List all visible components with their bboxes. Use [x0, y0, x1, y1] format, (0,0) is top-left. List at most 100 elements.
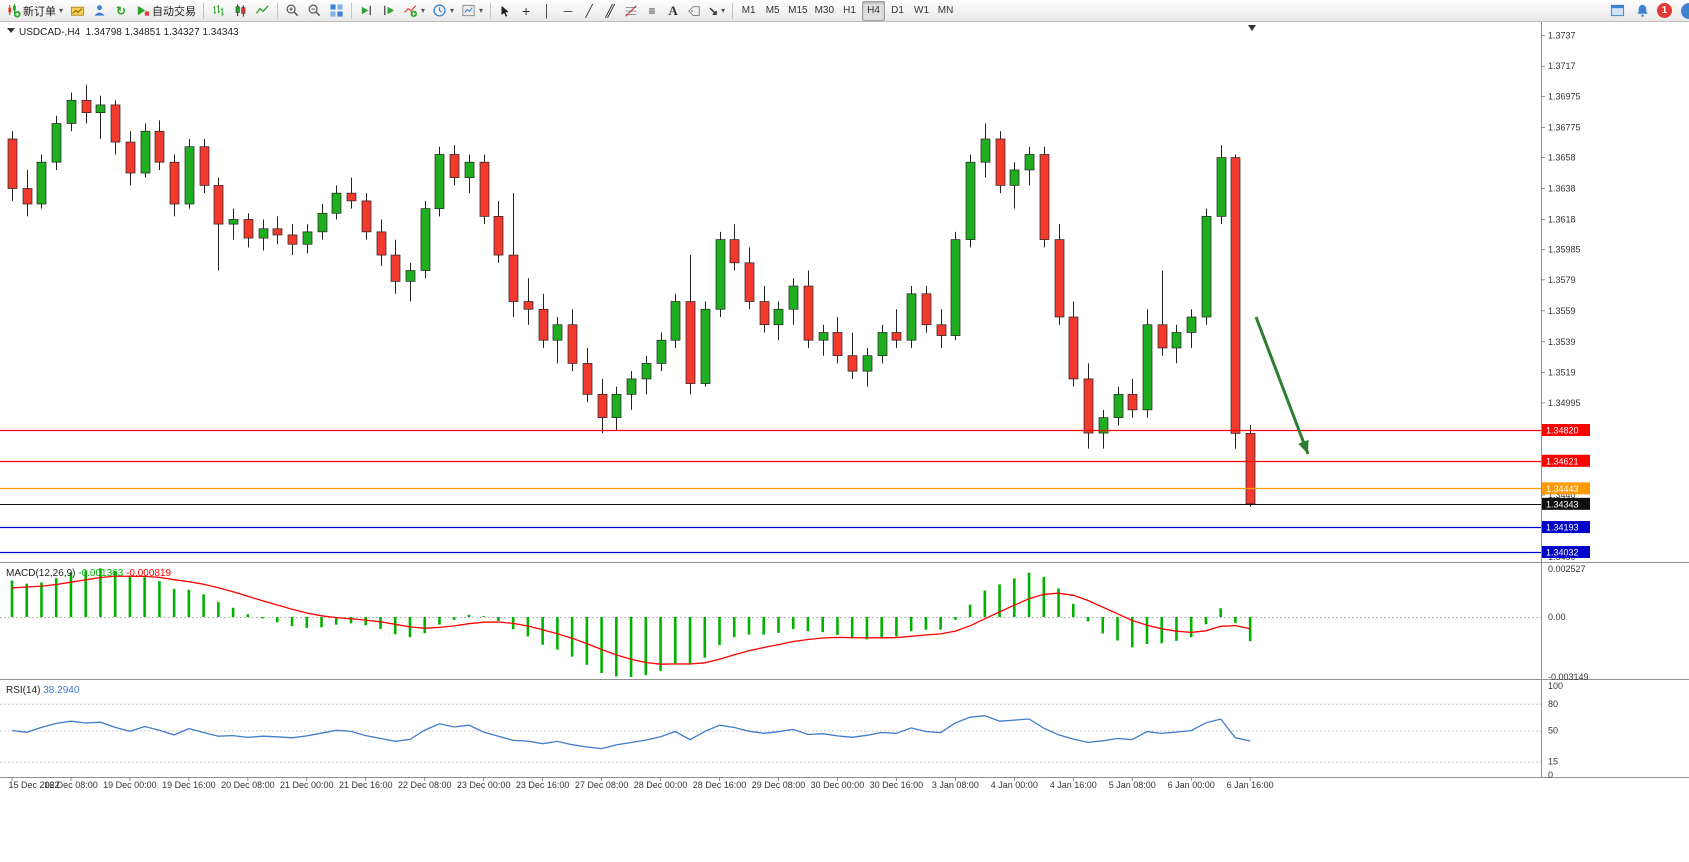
svg-text:30 Dec 00:00: 30 Dec 00:00	[811, 780, 865, 790]
fibonacci-tool-button[interactable]	[621, 1, 641, 21]
timeframe-button-M1[interactable]: M1	[737, 1, 760, 21]
svg-text:6 Jan 16:00: 6 Jan 16:00	[1227, 780, 1274, 790]
window-edge-icon	[1681, 3, 1689, 19]
svg-text:22 Dec 08:00: 22 Dec 08:00	[398, 780, 452, 790]
svg-text:1.3579: 1.3579	[1548, 275, 1576, 285]
svg-text:4 Jan 00:00: 4 Jan 00:00	[991, 780, 1038, 790]
svg-text:15: 15	[1548, 757, 1558, 767]
crosshair-tool-button[interactable]: +	[516, 1, 536, 21]
chart-canvas[interactable]: 1.3737 1.3717 1.36975 1.36775 1.3658 1.3638 1.…	[0, 22, 1689, 800]
grid-lines-tool-button[interactable]: ≡	[642, 1, 662, 21]
svg-text:1.3658: 1.3658	[1548, 153, 1576, 163]
candlestick-chart-button[interactable]	[230, 1, 251, 21]
text-tool-button[interactable]: A	[663, 1, 683, 21]
timeframe-button-D1[interactable]: D1	[886, 1, 909, 21]
svg-text:1.34621: 1.34621	[1546, 456, 1579, 466]
chart-shift-icon	[384, 5, 395, 16]
empty-area	[0, 800, 1689, 862]
toolbar: 新订单 ▾ ↻ 自动交易	[0, 0, 1689, 22]
charts-button[interactable]	[67, 1, 88, 21]
templates-button[interactable]: ▾	[458, 1, 486, 21]
toolbar-separator	[277, 2, 279, 19]
svg-text:1.3737: 1.3737	[1548, 30, 1576, 40]
arrows-tool-button[interactable]: ↘ ▾	[705, 1, 728, 21]
chart-shift-marker[interactable]	[1248, 25, 1256, 31]
svg-text:20 Dec 08:00: 20 Dec 08:00	[221, 780, 275, 790]
trendline-icon: ╱	[585, 3, 593, 18]
timeframe-button-M15[interactable]: M15	[785, 1, 810, 21]
line-chart-button[interactable]	[252, 1, 273, 21]
channel-tool-button[interactable]: ╱╱	[600, 1, 620, 21]
crosshair-icon: +	[521, 2, 531, 19]
trend-arrow-annotation[interactable]	[1254, 316, 1310, 455]
svg-text:0.00: 0.00	[1548, 612, 1566, 622]
chart-captions: USDCAD-,H4 1.34798 1.34851 1.34327 1.343…	[6, 25, 1256, 696]
svg-text:6 Jan 00:00: 6 Jan 00:00	[1168, 780, 1215, 790]
cursor-tool-button[interactable]	[495, 1, 515, 21]
support-resistance-lines[interactable]	[0, 429, 1541, 554]
timeframe-button-H1[interactable]: H1	[838, 1, 861, 21]
timeframe-button-MN[interactable]: MN	[934, 1, 957, 21]
new-order-icon	[8, 3, 21, 18]
candles-layer	[7, 84, 1256, 507]
svg-text:30 Dec 16:00: 30 Dec 16:00	[870, 780, 924, 790]
chart-shift-button[interactable]	[378, 1, 399, 21]
horizontal-line-tool-button[interactable]: ─	[558, 1, 578, 21]
grid-lines-icon: ≡	[648, 3, 656, 18]
svg-text:23 Dec 00:00: 23 Dec 00:00	[457, 780, 511, 790]
alerts-button[interactable]	[1632, 1, 1653, 21]
panel-separators	[0, 22, 1689, 778]
market-watch-button[interactable]	[89, 1, 110, 21]
svg-text:1.3618: 1.3618	[1548, 214, 1576, 224]
vertical-line-tool-button[interactable]: │	[537, 1, 557, 21]
toolbar-right-group: 1	[1607, 1, 1672, 21]
navigator-button[interactable]: ↻	[111, 1, 131, 21]
timeframe-group: M1 M5 M15 M30 H1 H4 D1 W1 MN	[737, 0, 957, 21]
line-chart-icon	[255, 5, 269, 14]
autotrading-button[interactable]: 自动交易	[132, 1, 199, 21]
timeframe-button-H4[interactable]: H4	[862, 0, 886, 21]
toolbar-separator	[203, 2, 205, 19]
price-axis[interactable]: 1.3737 1.3717 1.36975 1.36775 1.3658 1.3638 1.…	[1541, 30, 1581, 562]
trendline-tool-button[interactable]: ╱	[579, 1, 599, 21]
autotrading-icon	[137, 5, 150, 16]
chart-windows-button[interactable]	[1607, 1, 1628, 21]
auto-scroll-button[interactable]	[356, 1, 377, 21]
zoom-out-button[interactable]	[304, 1, 325, 21]
svg-text:1.34995: 1.34995	[1548, 398, 1581, 408]
zoom-in-button[interactable]	[282, 1, 303, 21]
new-order-button[interactable]: 新订单 ▾	[3, 1, 66, 21]
svg-text:4 Jan 16:00: 4 Jan 16:00	[1050, 780, 1097, 790]
chart-area: 1.3737 1.3717 1.36975 1.36775 1.3658 1.3638 1.…	[0, 22, 1689, 800]
svg-text:29 Dec 08:00: 29 Dec 08:00	[752, 780, 806, 790]
periods-clock-icon	[433, 4, 446, 17]
text-label-tool-button[interactable]	[684, 1, 704, 21]
horizontal-line-icon: ─	[563, 3, 573, 18]
chevron-down-icon: ▾	[721, 6, 726, 15]
text-label-icon	[688, 5, 700, 16]
svg-text:5 Jan 08:00: 5 Jan 08:00	[1109, 780, 1156, 790]
svg-text:28 Dec 16:00: 28 Dec 16:00	[693, 780, 747, 790]
periods-button[interactable]: ▾	[429, 1, 457, 21]
tile-windows-button[interactable]	[326, 1, 347, 21]
timeframe-button-M30[interactable]: M30	[812, 1, 837, 21]
auto-scroll-icon	[361, 5, 371, 16]
autotrading-label: 自动交易	[152, 5, 197, 18]
svg-text:50: 50	[1548, 726, 1558, 736]
svg-text:3 Jan 08:00: 3 Jan 08:00	[932, 780, 979, 790]
timeframe-button-M5[interactable]: M5	[761, 1, 784, 21]
indicators-button[interactable]: ▾	[400, 1, 428, 21]
indicators-icon	[404, 5, 417, 17]
svg-text:1.3638: 1.3638	[1548, 184, 1576, 194]
svg-text:0.002527: 0.002527	[1548, 564, 1586, 574]
svg-text:19 Dec 16:00: 19 Dec 16:00	[162, 780, 216, 790]
svg-text:23 Dec 16:00: 23 Dec 16:00	[516, 780, 570, 790]
svg-text:27 Dec 08:00: 27 Dec 08:00	[575, 780, 629, 790]
zoom-in-icon	[286, 4, 299, 17]
notification-badge[interactable]: 1	[1657, 3, 1672, 18]
timeframe-button-W1[interactable]: W1	[910, 1, 933, 21]
navigator-icon: ↻	[115, 3, 127, 18]
svg-text:19 Dec 00:00: 19 Dec 00:00	[103, 780, 157, 790]
bar-chart-button[interactable]	[208, 1, 229, 21]
